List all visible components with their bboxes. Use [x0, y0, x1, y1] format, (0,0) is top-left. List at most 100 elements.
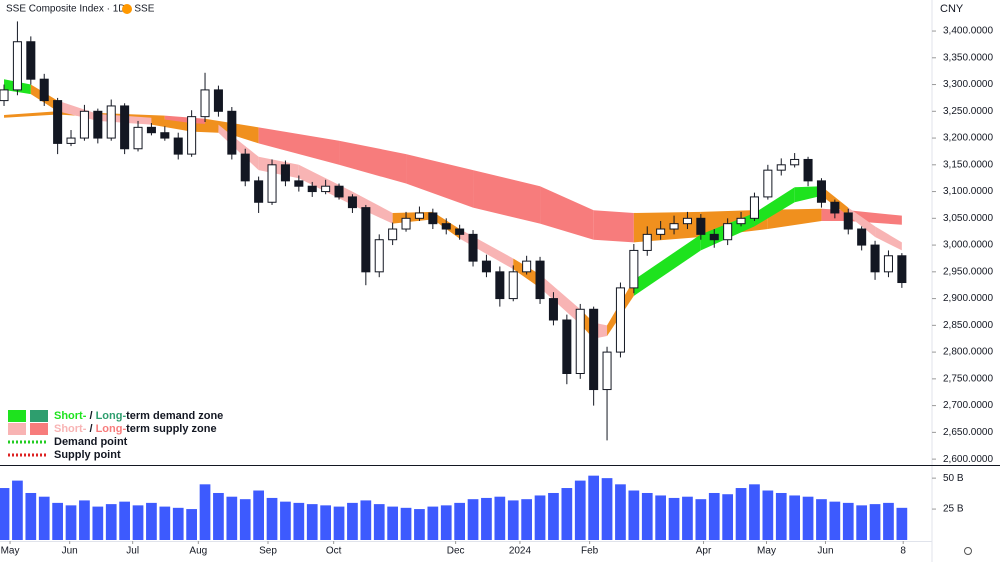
candle-body: [173, 137, 183, 155]
legend-text: term demand zone: [126, 410, 223, 422]
zone-band: [875, 226, 902, 251]
legend-text: Demand point: [54, 436, 128, 448]
volume-bar: [695, 499, 707, 540]
volume-bar: [521, 499, 533, 540]
volume-bar: [186, 509, 197, 540]
candle-body: [522, 260, 532, 273]
y-tick-label: 3,250.0000: [943, 106, 993, 117]
candle-body: [455, 228, 465, 235]
volume-bar: [414, 509, 425, 540]
candle-body: [267, 164, 277, 203]
candle-body: [200, 89, 210, 118]
x-tick-label: Dec: [447, 546, 465, 557]
candle-body: [495, 271, 505, 300]
volume-bar: [856, 505, 868, 540]
legend-label: Supply point: [54, 449, 121, 461]
volume-bar: [896, 507, 908, 540]
volume-bar: [159, 506, 171, 540]
candle-body: [321, 185, 331, 193]
candle-body: [294, 180, 304, 187]
candle-body: [66, 137, 76, 144]
candle-body: [508, 271, 518, 300]
legend-swatch: [30, 410, 48, 422]
volume-bar: [802, 496, 814, 540]
volume-bar: [682, 496, 693, 540]
candle-body: [401, 217, 411, 230]
legend-label: Short- / Long-term demand zone: [54, 410, 223, 422]
candle-body: [642, 233, 652, 251]
volume-bar: [548, 492, 559, 540]
candle-body: [160, 132, 170, 139]
candle-body: [133, 126, 143, 150]
candle-body: [307, 185, 317, 193]
volume-bar: [869, 504, 881, 540]
legend-text: term supply zone: [126, 423, 216, 435]
volume-bar: [749, 484, 760, 540]
candle-body: [749, 196, 759, 219]
volume-bar: [842, 502, 854, 540]
volume-bar: [628, 490, 640, 540]
legend-text: Long-: [96, 410, 127, 422]
volume-bar: [400, 507, 412, 540]
volume-bar: [708, 492, 720, 540]
zone-band: [191, 123, 219, 133]
candle-body: [682, 217, 692, 225]
x-tick-label: Jun: [62, 546, 78, 557]
zone-band: [258, 156, 299, 179]
candle-body: [629, 249, 639, 289]
volume-bar: [829, 501, 841, 540]
volume-bar: [213, 492, 224, 540]
legend-swatch: [30, 423, 48, 435]
candle-body: [146, 126, 156, 134]
x-tick-label: May: [1, 546, 20, 557]
candle-body: [0, 89, 9, 102]
candle-body: [589, 308, 599, 391]
volume-bar: [481, 497, 492, 540]
legend-swatch: [8, 410, 26, 422]
candle-body: [897, 255, 907, 284]
volume-bar: [38, 496, 50, 540]
candle-body: [709, 233, 719, 241]
candle-body: [602, 351, 612, 391]
candle-body: [227, 110, 237, 155]
y-tick-label: 50 B: [943, 473, 964, 484]
volume-bar: [266, 497, 278, 540]
candle-body: [548, 298, 558, 321]
volume-bar: [494, 496, 506, 540]
volume-bar: [440, 505, 452, 540]
candle-body: [870, 244, 880, 273]
volume-bar: [25, 492, 37, 540]
x-tick-label: Jun: [817, 546, 833, 557]
zone-band: [406, 154, 474, 208]
y-tick-label: 3,400.0000: [943, 26, 993, 37]
candle-body: [26, 41, 36, 80]
volume-bar: [172, 507, 184, 540]
y-tick-label: 2,950.0000: [943, 266, 993, 277]
zone-band: [4, 111, 58, 118]
volume-bar: [253, 490, 264, 540]
volume-bar: [467, 499, 479, 540]
volume-bar: [239, 499, 251, 540]
candle-body: [790, 158, 800, 166]
volume-bar: [0, 488, 10, 540]
volume-bar: [65, 505, 77, 540]
x-tick-label: Feb: [581, 546, 599, 557]
candle-body: [843, 212, 853, 230]
x-tick-label: Aug: [189, 546, 207, 557]
candle-body: [575, 308, 585, 374]
zone-band: [473, 170, 541, 224]
candle-body: [696, 217, 706, 235]
candle-body: [830, 201, 840, 214]
candle-body: [535, 260, 545, 300]
zone-band: [754, 187, 795, 227]
y-tick-label: 2,800.0000: [943, 347, 993, 358]
volume-bar: [79, 500, 90, 540]
candle-body: [763, 169, 773, 198]
settings-button[interactable]: [964, 547, 972, 555]
volume-bar: [92, 506, 104, 540]
chart-title: SSE Composite Index · 1D · SSE: [6, 4, 155, 15]
volume-bar: [762, 490, 774, 540]
x-tick-label: Sep: [259, 546, 277, 557]
volume-bar: [641, 492, 653, 540]
volume-bar: [615, 484, 626, 540]
